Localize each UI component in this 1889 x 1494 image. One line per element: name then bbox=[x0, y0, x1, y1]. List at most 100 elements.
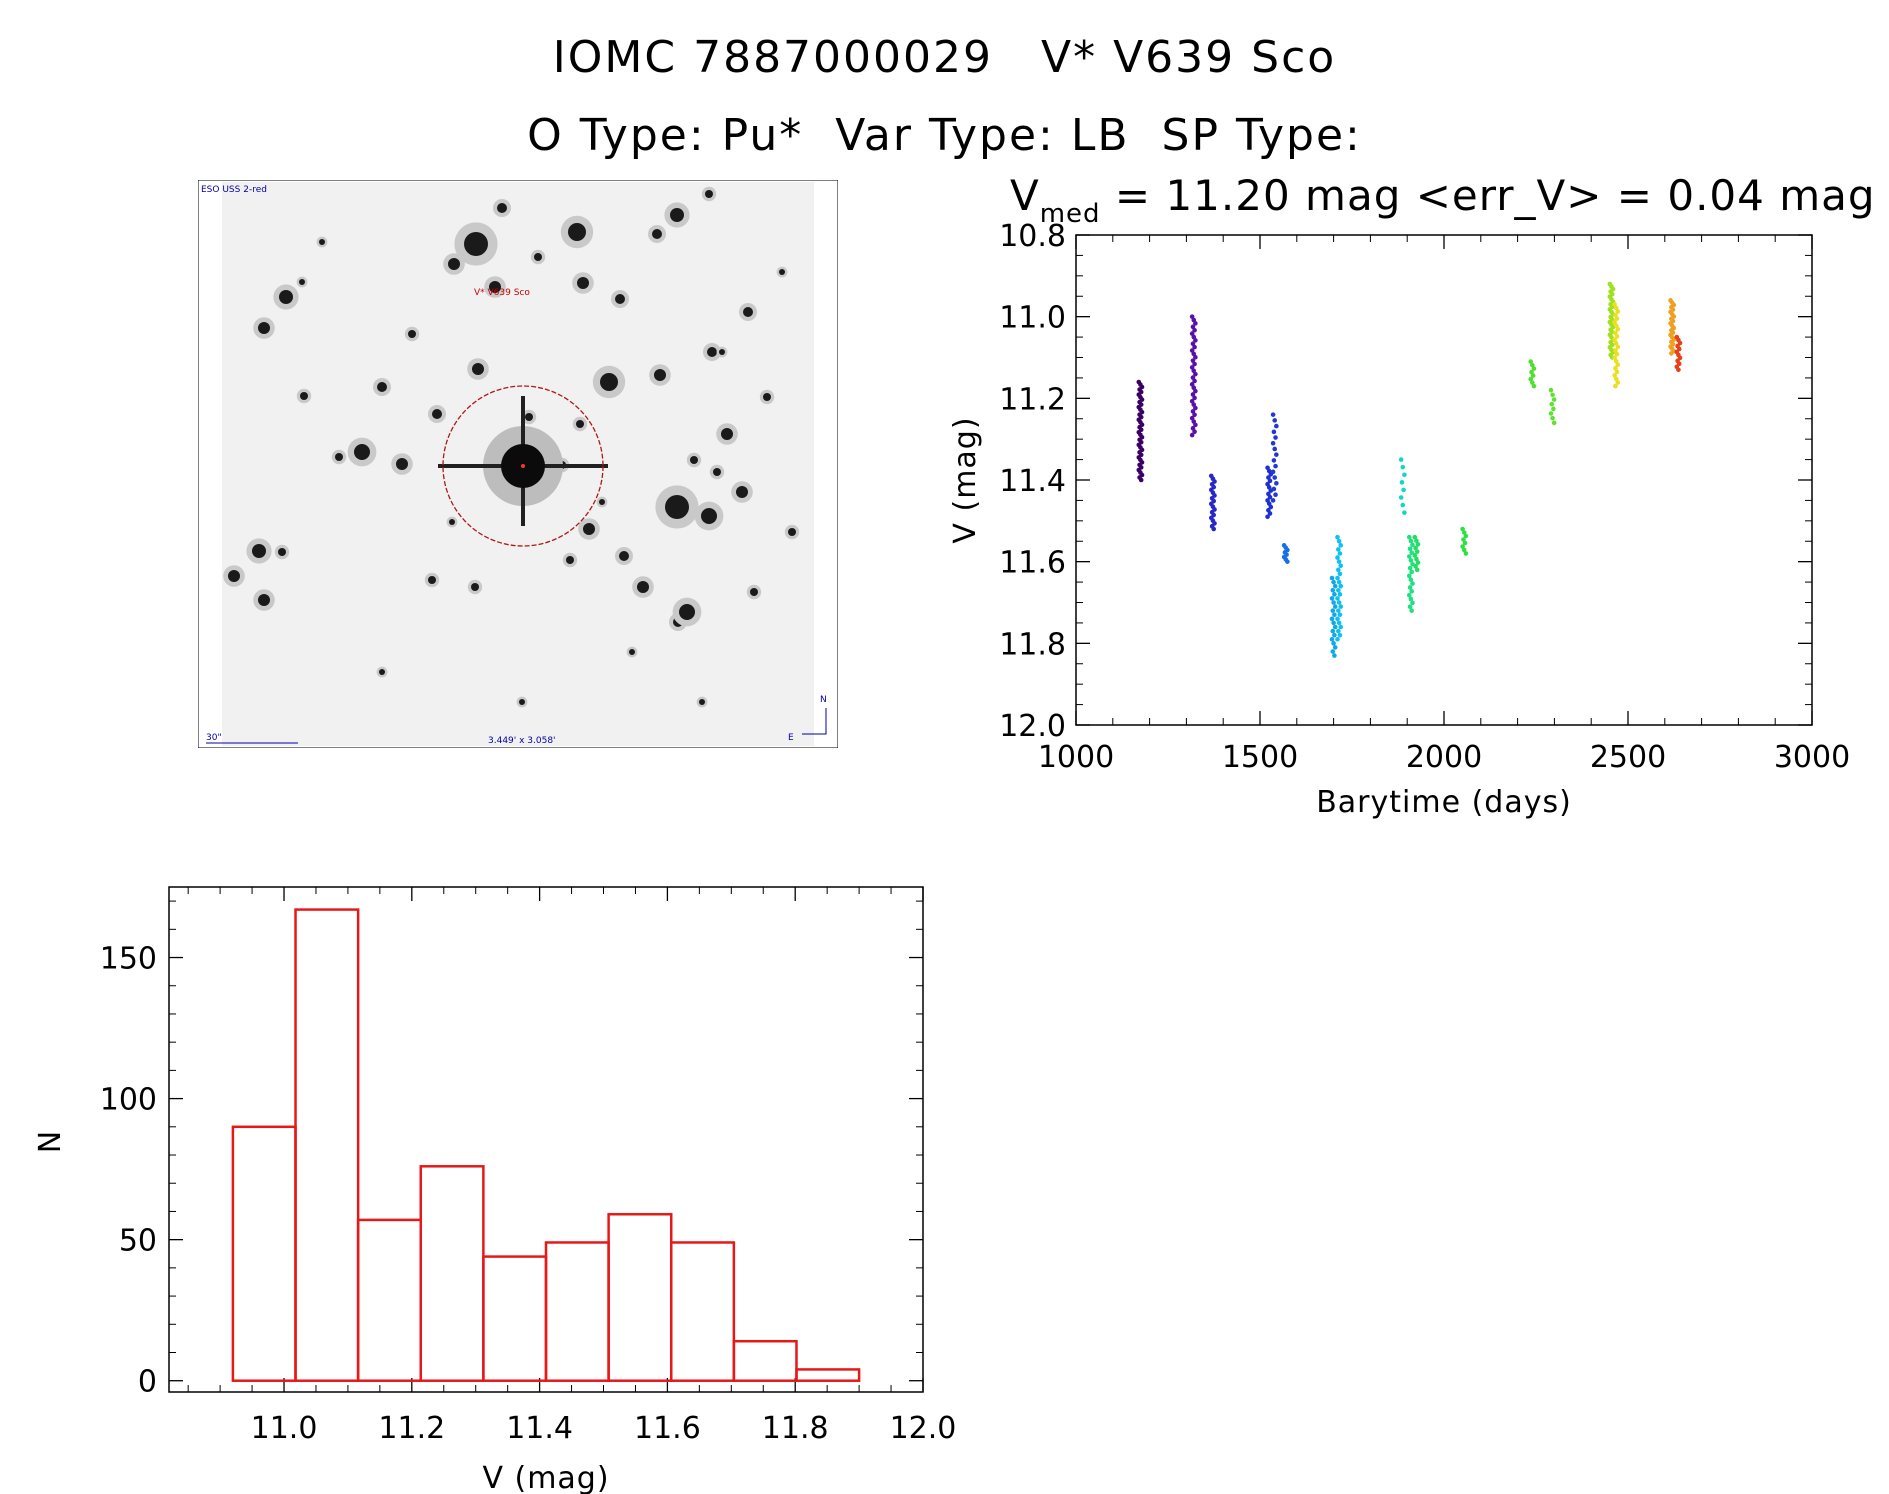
data-point bbox=[1400, 464, 1406, 470]
data-point bbox=[1412, 534, 1418, 540]
data-point bbox=[1615, 380, 1621, 385]
data-point bbox=[1271, 429, 1277, 435]
survey-label: ESO USS 2-red bbox=[201, 185, 267, 195]
star bbox=[252, 544, 266, 558]
x-tick-label: 2000 bbox=[1406, 740, 1482, 775]
compass-arrows bbox=[802, 708, 827, 735]
data-point bbox=[1410, 581, 1415, 586]
data-point bbox=[1409, 608, 1414, 613]
histogram-bar bbox=[356, 1218, 423, 1382]
star bbox=[534, 253, 542, 261]
data-point bbox=[1193, 321, 1198, 326]
data-point bbox=[1410, 600, 1415, 606]
star bbox=[701, 508, 717, 524]
data-point bbox=[1331, 579, 1336, 585]
star bbox=[577, 277, 589, 289]
data-point bbox=[1531, 383, 1537, 389]
data-point bbox=[1614, 351, 1620, 357]
star bbox=[525, 413, 533, 421]
data-point bbox=[1189, 432, 1195, 438]
star bbox=[319, 239, 325, 245]
data-point bbox=[1550, 392, 1555, 398]
target-aperture-circle bbox=[442, 385, 604, 547]
star bbox=[779, 269, 785, 275]
data-point bbox=[1410, 542, 1415, 548]
data-point bbox=[1401, 487, 1406, 493]
data-point bbox=[1285, 559, 1290, 564]
star bbox=[377, 382, 387, 392]
field-of-view-label: 3.449' x 3.058' bbox=[488, 736, 556, 746]
star bbox=[566, 556, 574, 564]
data-point bbox=[1406, 592, 1412, 598]
data-point bbox=[1407, 585, 1413, 590]
data-point bbox=[1338, 563, 1344, 569]
data-point bbox=[1412, 553, 1418, 558]
star bbox=[300, 392, 308, 400]
data-point bbox=[1415, 560, 1421, 565]
data-point bbox=[1336, 559, 1342, 564]
star bbox=[750, 588, 758, 596]
data-point bbox=[1408, 577, 1414, 583]
star bbox=[665, 495, 689, 519]
data-point bbox=[1414, 567, 1420, 573]
star bbox=[654, 369, 666, 381]
data-point bbox=[1271, 486, 1277, 492]
data-point bbox=[1337, 612, 1343, 618]
data-point bbox=[1413, 545, 1418, 551]
data-point bbox=[1612, 373, 1617, 378]
histogram-bars bbox=[231, 908, 861, 1382]
data-point bbox=[1338, 624, 1344, 630]
star bbox=[721, 428, 733, 440]
star bbox=[432, 409, 442, 419]
data-point bbox=[1193, 354, 1198, 360]
x-tick-label: 11.8 bbox=[762, 1411, 829, 1446]
data-point bbox=[1272, 475, 1278, 480]
star bbox=[705, 190, 713, 198]
data-point bbox=[1193, 371, 1198, 377]
x-tick-label: 11.2 bbox=[378, 1411, 445, 1446]
data-point bbox=[1406, 554, 1412, 559]
data-point bbox=[1330, 608, 1336, 613]
data-point bbox=[1138, 477, 1144, 483]
star bbox=[670, 208, 684, 222]
data-point bbox=[1336, 547, 1341, 552]
data-point bbox=[1193, 422, 1198, 428]
star bbox=[258, 322, 270, 334]
scale-bar-label: 30" bbox=[206, 733, 222, 743]
data-point bbox=[1613, 330, 1618, 336]
histogram-bar bbox=[294, 908, 360, 1382]
data-point bbox=[1331, 600, 1336, 605]
data-point bbox=[1398, 495, 1404, 500]
star bbox=[519, 699, 525, 705]
data-point bbox=[1335, 534, 1340, 540]
x-tick-label: 3000 bbox=[1774, 740, 1850, 775]
star bbox=[713, 468, 721, 476]
histogram-plot-frame bbox=[168, 886, 924, 1393]
data-point bbox=[1273, 492, 1278, 498]
y-tick-label: 11.8 bbox=[999, 627, 1066, 662]
data-point bbox=[1265, 514, 1270, 520]
histogram-bar bbox=[419, 1165, 485, 1382]
data-point bbox=[1615, 326, 1621, 332]
star bbox=[464, 232, 488, 256]
data-point bbox=[1409, 589, 1414, 594]
light-curve-title-symbol: V bbox=[1010, 171, 1040, 220]
star bbox=[299, 279, 305, 285]
data-point bbox=[1336, 567, 1341, 573]
data-point bbox=[1193, 338, 1198, 343]
data-point bbox=[1193, 405, 1198, 411]
star bbox=[707, 347, 717, 357]
data-point bbox=[1332, 645, 1338, 650]
data-point bbox=[1335, 616, 1340, 622]
star bbox=[583, 523, 595, 535]
histogram-bar bbox=[231, 1125, 297, 1382]
compass-east-label: E bbox=[788, 733, 794, 743]
data-point bbox=[1414, 556, 1419, 562]
data-point bbox=[1270, 498, 1276, 503]
data-point bbox=[1336, 600, 1342, 605]
data-point bbox=[1192, 327, 1197, 333]
data-point bbox=[1192, 361, 1197, 367]
data-point bbox=[1337, 592, 1343, 597]
data-point bbox=[1528, 376, 1534, 382]
